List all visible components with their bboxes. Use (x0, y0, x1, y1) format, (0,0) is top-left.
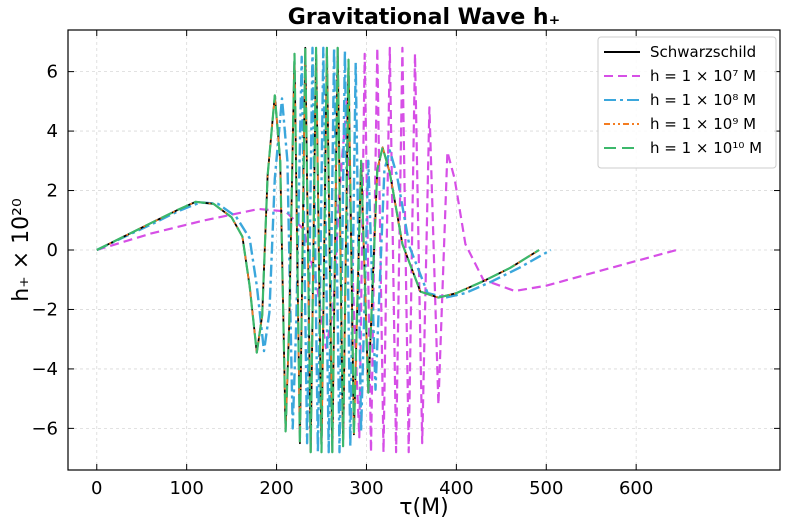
y-tick-label: 0 (47, 240, 58, 261)
y-tick-label: 4 (47, 121, 58, 142)
x-tick-label: 600 (619, 478, 653, 499)
series-layer (96, 46, 677, 454)
legend-label-1: h = 1 × 10⁷ M (650, 67, 756, 85)
chart-title: Gravitational Wave h₊ (288, 5, 560, 30)
x-tick-label: 400 (439, 478, 473, 499)
x-tick-label: 0 (91, 478, 102, 499)
y-tick-label: −2 (31, 299, 58, 320)
x-tick-label: 200 (259, 478, 293, 499)
y-axis-title: h₊ × 10²⁰ (9, 198, 34, 302)
y-tick-label: −4 (31, 359, 58, 380)
y-tick-label: 6 (47, 62, 58, 83)
x-axis-title: τ(M) (399, 495, 448, 520)
legend-label-3: h = 1 × 10⁹ M (650, 115, 756, 133)
y-tick-label: −6 (31, 418, 58, 439)
legend-label-2: h = 1 × 10⁸ M (650, 91, 756, 109)
axis-ticks: 0 100 200 300 400 500 600 −6 −4 −2 0 2 4 6 (31, 30, 780, 499)
legend: Schwarzschild h = 1 × 10⁷ M h = 1 × 10⁸ M h… (597, 36, 777, 169)
series-line-4 (96, 46, 540, 454)
legend-label-4: h = 1 × 10¹⁰ M (650, 139, 762, 157)
y-tick-label: 2 (47, 181, 58, 202)
x-tick-label: 500 (529, 478, 563, 499)
x-tick-label: 300 (349, 478, 383, 499)
x-tick-label: 100 (169, 478, 203, 499)
legend-label-0: Schwarzschild (650, 43, 756, 61)
series-line-2 (96, 46, 552, 454)
legend-box (597, 36, 777, 169)
